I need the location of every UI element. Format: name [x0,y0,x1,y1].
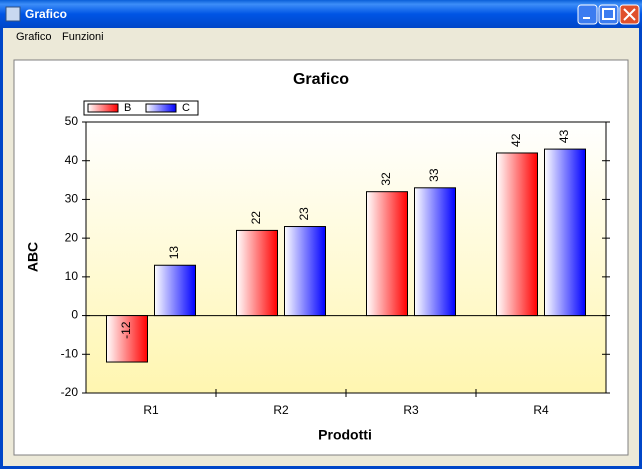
value-label: 22 [249,211,263,225]
menu-item[interactable]: Grafico [16,31,51,43]
menu-item[interactable]: Funzioni [62,31,104,43]
bar [366,191,408,317]
bar [284,226,326,317]
x-tick-label: R3 [403,403,419,417]
bar [414,187,456,317]
y-tick-label: 50 [65,114,79,128]
minimize-button[interactable] [577,4,598,25]
x-tick-label: R4 [533,403,549,417]
maximize-button[interactable] [598,4,619,25]
window-title: Grafico [25,7,67,21]
y-tick-label: -20 [61,385,79,399]
x-axis-title: Prodotti [318,427,372,443]
y-tick-label: 30 [65,192,79,206]
legend-label: B [124,102,131,114]
value-label: 23 [297,207,311,221]
chart-title: Grafico [293,71,349,88]
legend-swatch [145,103,177,113]
x-tick-label: R1 [143,403,159,417]
x-tick-label: R2 [273,403,289,417]
value-label: 32 [379,172,393,186]
y-tick-label: 40 [65,153,79,167]
close-icon [623,8,636,21]
bar [544,148,586,317]
legend-label: C [182,102,190,114]
value-label: -12 [119,321,133,339]
value-label: 43 [557,129,571,143]
minimize-icon [583,17,590,19]
app-icon [5,6,21,22]
y-tick-label: -10 [61,346,79,360]
maximize-icon [602,8,615,20]
bar [106,315,148,363]
title-bar [0,0,642,28]
bar [236,229,278,317]
value-label: 42 [509,133,523,147]
y-tick-label: 20 [65,230,79,244]
value-label: 33 [427,168,441,182]
y-tick-label: 0 [71,308,78,322]
legend-swatch [87,103,119,113]
bar [496,152,538,317]
bar [154,264,196,317]
y-axis-title: ABC [25,242,41,272]
y-tick-label: 10 [65,269,79,283]
value-label: 13 [167,246,181,260]
